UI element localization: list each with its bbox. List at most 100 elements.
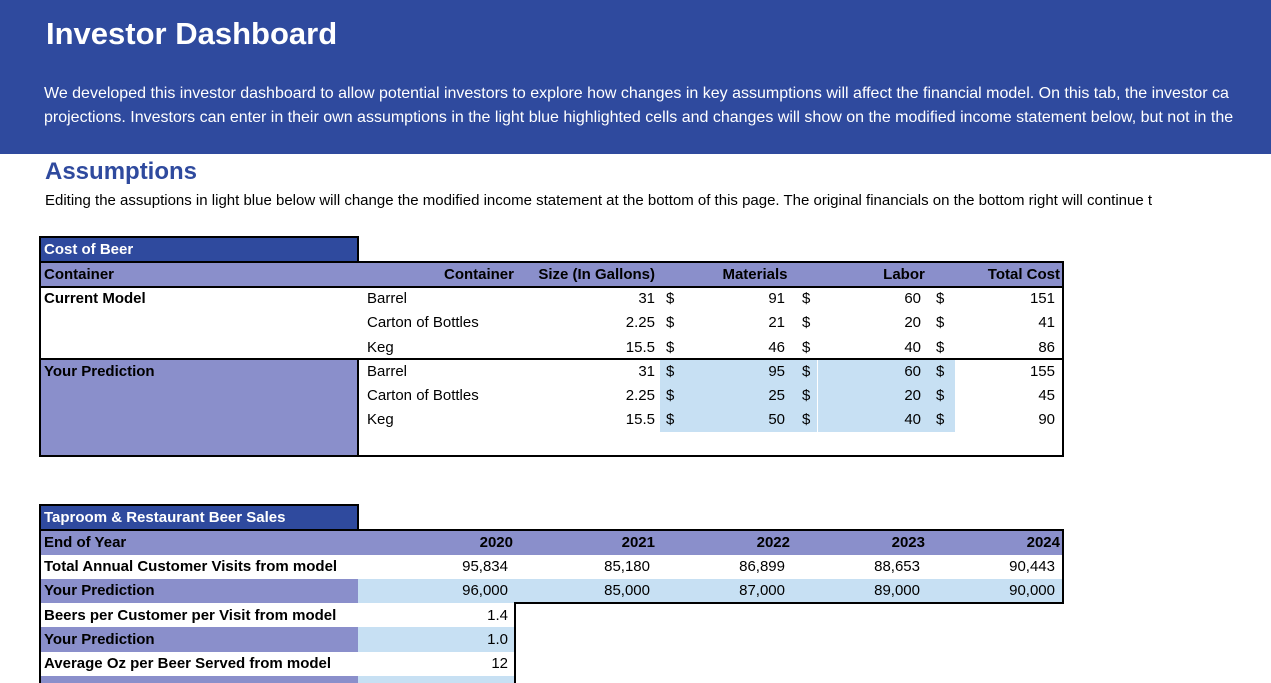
prediction-row-labor[interactable]: 20	[904, 387, 921, 404]
cost-of-beer-title-cell	[40, 237, 358, 262]
col-header-labor: Labor	[883, 266, 925, 283]
average-oz-label: Average Oz per Beer Served from model	[44, 655, 332, 672]
your-prediction-label-cell	[40, 359, 358, 456]
banner-description-line2: projections. Investors can enter in thei…	[44, 109, 1234, 126]
year-header: 2021	[621, 534, 655, 551]
visits-value: 90,443	[1009, 558, 1055, 575]
visits-label: Total Annual Customer Visits from model	[44, 558, 338, 575]
col-header-size: Size (In Gallons)	[538, 266, 655, 283]
taproom-title-cell	[40, 505, 358, 530]
banner-description-line1: We developed this investor dashboard to …	[44, 85, 1229, 102]
visits-prediction-value[interactable]: 90,000	[1009, 582, 1055, 599]
visits-prediction-value[interactable]: 89,000	[874, 582, 920, 599]
prediction-row-total: 45	[1038, 387, 1055, 404]
beers-prediction-input-cell[interactable]	[358, 627, 515, 652]
prediction-row-currency: $	[666, 363, 675, 380]
current-row-container: Carton of Bottles	[367, 314, 479, 331]
current-row-container: Keg	[367, 339, 394, 356]
current-row-currency: $	[802, 290, 811, 307]
col-header-materials: Materials	[722, 266, 788, 283]
visits-value: 95,834	[462, 558, 508, 575]
current-row-labor: 20	[904, 314, 921, 331]
beers-prediction-label-cell	[40, 627, 358, 652]
current-row-total: 41	[1038, 314, 1055, 331]
prediction-row-size: 31	[638, 363, 655, 380]
cost-of-beer-title: Cost of Beer	[44, 241, 134, 258]
taproom-years-bottom-border	[514, 602, 1064, 604]
current-row-materials: 21	[768, 314, 785, 331]
year-header: 2024	[1026, 534, 1060, 551]
header-divider	[39, 286, 1064, 288]
year-header: 2023	[891, 534, 925, 551]
taproom-top-border	[39, 529, 1064, 531]
visits-value: 86,899	[739, 558, 785, 575]
prediction-row-labor[interactable]: 60	[904, 363, 921, 380]
prediction-row-currency: $	[936, 411, 945, 428]
col-header-total-cost: Total Cost	[987, 266, 1060, 283]
visits-value: 85,180	[604, 558, 650, 575]
current-row-size: 15.5	[625, 339, 655, 356]
current-model-label: Current Model	[44, 290, 146, 307]
size-dollar-input-cells[interactable]	[660, 360, 682, 432]
average-oz-value: 12	[491, 655, 508, 672]
current-row-total: 86	[1038, 339, 1055, 356]
prediction-label-divider	[357, 358, 359, 457]
current-row-currency: $	[936, 290, 945, 307]
prediction-row-materials[interactable]: 25	[768, 387, 785, 404]
prediction-row-total: 90	[1038, 411, 1055, 428]
beers-per-customer-value: 1.4	[487, 607, 508, 624]
current-row-total: 151	[1029, 290, 1055, 307]
page-title: Investor Dashboard	[46, 16, 338, 51]
prediction-row-container: Carton of Bottles	[367, 387, 479, 404]
assumptions-description: Editing the assuptions in light blue bel…	[45, 192, 1153, 209]
col-header-container: Container	[443, 266, 514, 283]
taproom-title: Taproom & Restaurant Beer Sales	[44, 509, 286, 526]
prediction-row-materials[interactable]: 50	[768, 411, 785, 428]
end-of-year-label: End of Year	[44, 534, 127, 551]
visits-prediction-label: Your Prediction	[44, 582, 155, 599]
labor-input-cells[interactable]	[818, 360, 955, 432]
prediction-row-container: Barrel	[367, 363, 408, 380]
current-row-currency: $	[666, 314, 675, 331]
dashboard-banner: Investor Dashboard We developed this inv…	[0, 0, 1271, 154]
prediction-row-total: 155	[1029, 363, 1055, 380]
current-row-labor: 60	[904, 290, 921, 307]
beers-prediction-label: Your Prediction	[44, 631, 155, 648]
prediction-row-currency: $	[936, 363, 945, 380]
visits-prediction-value[interactable]: 87,000	[739, 582, 785, 599]
prediction-row-currency: $	[666, 411, 675, 428]
visits-prediction-input-row[interactable]	[358, 579, 1063, 603]
beers-per-customer-label: Beers per Customer per Visit from model	[44, 607, 337, 624]
assumptions-title: Assumptions	[45, 158, 198, 185]
current-row-labor: 40	[904, 339, 921, 356]
year-header: 2020	[479, 534, 513, 551]
materials-input-cells[interactable]	[682, 360, 817, 432]
cost-of-beer-header-row	[40, 262, 1063, 287]
prediction-row-labor[interactable]: 40	[904, 411, 921, 428]
prediction-row-currency: $	[936, 387, 945, 404]
current-row-currency: $	[666, 339, 675, 356]
current-row-currency: $	[936, 339, 945, 356]
current-row-size: 31	[638, 290, 655, 307]
beers-prediction-value[interactable]: 1.0	[487, 631, 508, 648]
col-header-row-label: Container	[44, 266, 115, 283]
current-row-currency: $	[666, 290, 675, 307]
next-input-cell[interactable]	[358, 676, 515, 683]
visits-value: 88,653	[874, 558, 920, 575]
current-row-currency: $	[936, 314, 945, 331]
visits-prediction-value[interactable]: 85,000	[604, 582, 650, 599]
current-row-materials: 46	[768, 339, 785, 356]
current-row-currency: $	[802, 314, 811, 331]
visits-prediction-label-cell	[40, 579, 358, 603]
prediction-row-currency: $	[802, 411, 811, 428]
your-prediction-label: Your Prediction	[44, 363, 155, 380]
prediction-row-size: 15.5	[625, 411, 655, 428]
taproom-left-border	[39, 529, 41, 683]
section-divider	[39, 358, 1064, 360]
prediction-row-materials[interactable]: 95	[768, 363, 785, 380]
prediction-row-currency: $	[802, 387, 811, 404]
current-row-currency: $	[802, 339, 811, 356]
next-label-cell	[40, 676, 358, 683]
visits-prediction-value[interactable]: 96,000	[462, 582, 508, 599]
current-row-size: 2.25	[625, 314, 655, 331]
